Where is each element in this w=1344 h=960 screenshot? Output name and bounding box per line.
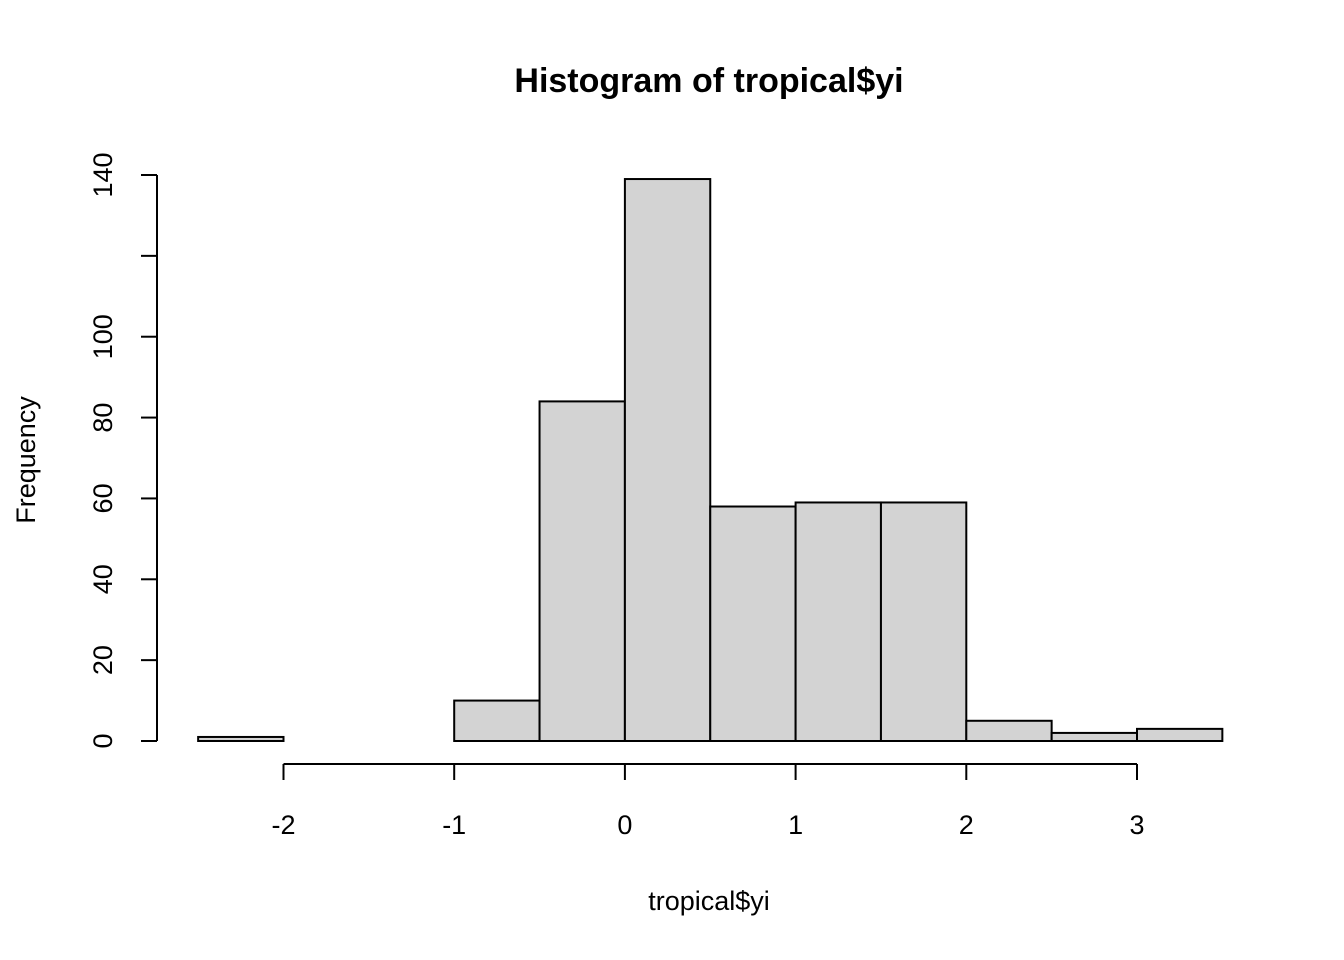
x-tick-label: 3 <box>1129 810 1144 840</box>
y-tick-label: 40 <box>88 564 118 594</box>
y-axis-label: Frequency <box>11 396 41 524</box>
x-tick-label: 2 <box>959 810 974 840</box>
x-tick-label: 1 <box>788 810 803 840</box>
x-tick-label: -2 <box>271 810 295 840</box>
y-tick-label: 20 <box>88 645 118 675</box>
histogram-bar <box>453 699 541 742</box>
histogram-bar <box>709 505 797 742</box>
x-tick-label: -1 <box>442 810 466 840</box>
y-tick-label: 0 <box>88 733 118 748</box>
histogram-bar <box>197 735 285 743</box>
y-axis: 0 20 40 60 80 100 140 <box>88 152 158 749</box>
histogram-bar <box>965 719 1053 742</box>
histogram-bar <box>1050 731 1139 743</box>
y-tick-label: 80 <box>88 403 118 433</box>
histogram-bar <box>879 501 968 742</box>
x-axis-label: tropical$yi <box>648 886 770 916</box>
x-axis: -2 -1 0 1 2 3 <box>271 763 1145 840</box>
histogram-bar <box>1136 727 1224 742</box>
bars-group <box>197 178 1224 743</box>
x-tick-label: 0 <box>617 810 632 840</box>
histogram-bar <box>538 400 626 742</box>
histogram-bar <box>794 501 882 742</box>
chart-title: Histogram of tropical$yi <box>514 62 903 100</box>
y-tick-label: 100 <box>88 314 118 359</box>
histogram-bar <box>623 178 712 743</box>
y-tick-label: 60 <box>88 483 118 513</box>
y-tick-label: 140 <box>88 152 118 197</box>
